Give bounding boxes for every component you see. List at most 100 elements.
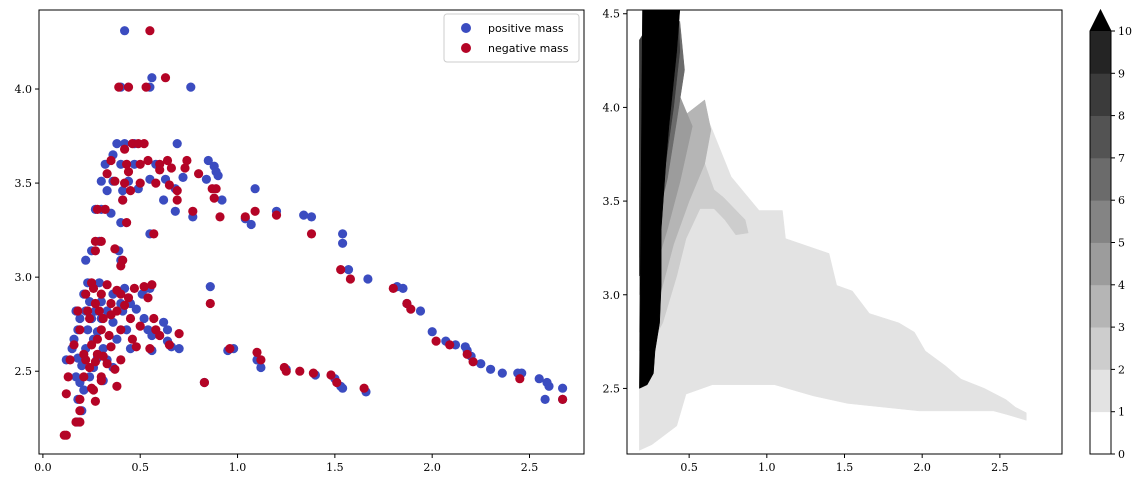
negative-mass-point: [174, 329, 184, 339]
negative-mass-point: [85, 313, 95, 324]
colorbar-band: [1090, 411, 1111, 455]
negative-mass-point: [92, 204, 102, 214]
y-tick-label: 4.0: [603, 101, 621, 114]
negative-mass-point: [180, 163, 190, 173]
colorbar-extend-arrow: [1090, 10, 1111, 31]
negative-mass-point: [98, 313, 108, 324]
negative-mass-point: [145, 344, 155, 354]
negative-mass-point: [81, 355, 91, 365]
negative-mass-point: [155, 165, 165, 175]
negative-mass-point: [462, 349, 472, 359]
negative-mass-point: [145, 26, 155, 36]
scatter-points: [59, 26, 568, 440]
positive-mass-point: [363, 274, 373, 284]
negative-mass-point: [88, 385, 99, 395]
negative-mass-point: [83, 306, 93, 316]
negative-mass-point: [123, 82, 134, 92]
colorbar-band: [1090, 200, 1111, 243]
negative-mass-point: [250, 206, 260, 216]
negative-mass-point: [116, 261, 126, 271]
negative-mass-point: [96, 236, 106, 246]
negative-mass-point: [308, 368, 318, 378]
positive-mass-point: [415, 306, 426, 316]
x-tick-label: 1.5: [836, 461, 854, 474]
negative-mass-point: [106, 342, 116, 352]
x-tick-label: 2.5: [991, 461, 1009, 474]
positive-mass-point: [159, 317, 169, 327]
negative-mass-point: [116, 289, 126, 299]
colorbar-tick-label: 4: [1118, 279, 1125, 292]
legend-marker-negative-mass: [461, 43, 471, 53]
positive-mass-point: [486, 364, 496, 374]
negative-mass-point: [131, 342, 141, 352]
positive-mass-point: [139, 313, 149, 324]
negative-mass-point: [106, 310, 116, 320]
negative-mass-point: [164, 340, 174, 350]
positive-mass-point: [162, 325, 173, 335]
negative-mass-point: [256, 355, 266, 365]
positive-mass-point: [256, 362, 266, 373]
positive-mass-point: [120, 26, 130, 36]
positive-mass-point: [170, 206, 180, 216]
colorbar-band: [1090, 115, 1111, 159]
positive-mass-point: [217, 195, 227, 205]
negative-mass-point: [98, 351, 108, 361]
positive-mass-point: [118, 186, 128, 196]
legend-label-negative-mass: negative mass: [488, 42, 569, 55]
negative-mass-point: [225, 344, 235, 354]
scatter-plot: 0.0 0.5 1.0 1.5 2.0 2.5 2.5 3.0 3.5 4.0 positive…: [15, 9, 585, 474]
positive-mass-point: [112, 334, 122, 344]
colorbar-tick-label: 7: [1118, 152, 1125, 165]
positive-mass-point: [102, 186, 112, 196]
positive-mass-point: [534, 374, 544, 384]
positive-mass-point: [306, 212, 317, 222]
x-tick-label: 2.0: [423, 461, 441, 474]
negative-mass-point: [345, 274, 355, 284]
negative-mass-point: [75, 325, 85, 335]
negative-mass-point: [65, 355, 75, 365]
positive-mass-point: [544, 381, 554, 391]
colorbar-tick-label: 8: [1118, 110, 1125, 123]
negative-mass-point: [106, 155, 116, 166]
negative-mass-point: [199, 377, 209, 388]
scatter-plot-frame: [38, 9, 585, 455]
negative-mass-point: [104, 330, 114, 341]
negative-mass-point: [110, 244, 120, 254]
heatmap-x-axis: 0.5 1.0 1.5 2.0 2.5: [680, 454, 1009, 474]
positive-mass-point: [343, 265, 354, 275]
positive-mass-point: [98, 344, 108, 354]
negative-mass-point: [123, 167, 134, 177]
negative-mass-point: [166, 163, 176, 173]
legend-box: [443, 13, 580, 63]
negative-mass-point: [110, 364, 120, 374]
negative-mass-point: [75, 417, 85, 427]
negative-mass-point: [149, 313, 159, 324]
negative-mass-point: [116, 325, 126, 335]
negative-mass-point: [110, 176, 120, 186]
negative-mass-point: [106, 298, 116, 309]
negative-mass-point: [100, 204, 110, 214]
positive-mass-point: [338, 229, 348, 239]
positive-mass-point: [172, 139, 182, 149]
positive-mass-point: [75, 313, 85, 324]
negative-mass-point: [164, 180, 174, 190]
negative-mass-point: [332, 377, 342, 388]
negative-mass-point: [85, 362, 95, 373]
positive-mass-point: [205, 282, 215, 292]
positive-mass-point: [186, 82, 196, 92]
negative-mass-point: [468, 357, 478, 367]
positive-mass-point: [246, 219, 256, 230]
negative-mass-point: [431, 336, 441, 346]
positive-mass-point: [299, 210, 309, 220]
negative-mass-point: [96, 376, 106, 386]
colorbar-tick-label: 9: [1118, 67, 1125, 80]
negative-mass-point: [182, 155, 192, 166]
positive-mass-point: [497, 368, 507, 378]
negative-mass-point: [281, 366, 291, 376]
negative-mass-point: [406, 304, 416, 314]
positive-mass-point: [213, 171, 223, 181]
colorbar-band: [1090, 31, 1111, 74]
y-tick-label: 2.5: [15, 365, 33, 378]
negative-mass-point: [558, 394, 568, 404]
negative-mass-point: [92, 334, 102, 344]
